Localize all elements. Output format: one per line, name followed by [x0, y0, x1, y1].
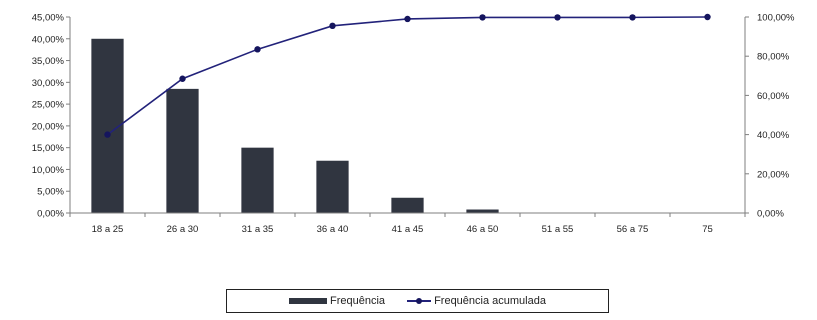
line-series [104, 13, 711, 138]
right-tick-label: 100,00% [757, 13, 795, 24]
x-axis: 18 a 25 26 a 30 31 a 35 36 a 40 41 a 45 46 a … [69, 213, 746, 235]
left-tick-label: 40,00% [32, 34, 65, 45]
legend: Frequência Frequência acumulada [226, 289, 609, 313]
left-tick-label: 10,00% [32, 165, 65, 176]
pareto-chart: 0,00% 5,00% 10,00% 15,00% 20,00% 25,00% 30,00%… [32, 13, 795, 236]
plot-frame [69, 17, 746, 214]
bar [466, 209, 499, 213]
left-tick-label: 20,00% [32, 121, 65, 132]
line-point [179, 75, 186, 82]
x-tick-label: 56 a 75 [617, 224, 649, 235]
x-tick-label: 75 [702, 224, 713, 235]
x-tick-label: 51 a 55 [542, 224, 574, 235]
right-tick-label: 40,00% [757, 130, 790, 141]
right-tick-label: 60,00% [757, 91, 790, 102]
line-point [554, 14, 561, 21]
legend-item-bar: Frequência [289, 295, 385, 307]
left-tick-label: 35,00% [32, 56, 65, 67]
left-tick-label: 45,00% [32, 13, 65, 24]
line-point [479, 14, 486, 21]
line-point [329, 22, 336, 30]
right-tick-label: 0,00% [757, 209, 784, 220]
line-point [254, 46, 261, 53]
right-tick-label: 20,00% [757, 169, 790, 180]
bar [166, 88, 199, 213]
left-axis: 0,00% 5,00% 10,00% 15,00% 20,00% 25,00% 30,00%… [32, 13, 70, 220]
legend-label-bar: Frequência [330, 295, 386, 307]
x-tick-label: 36 a 40 [317, 224, 349, 235]
legend-line-swatch [407, 297, 432, 305]
legend-label-line: Frequência acumulada [434, 295, 546, 307]
x-tick-label: 31 a 35 [242, 224, 274, 235]
bar [391, 197, 424, 213]
left-tick-label: 15,00% [32, 143, 65, 154]
right-axis: 0,00% 20,00% 40,00% 60,00% 80,00% 100,00% [745, 13, 795, 220]
legend-item-line: Frequência acumulada [407, 295, 546, 307]
line-point [704, 13, 711, 21]
line-point [629, 14, 636, 21]
line-point [104, 131, 111, 138]
bar [241, 147, 274, 213]
x-tick-label: 41 a 45 [392, 224, 424, 235]
legend-bar-swatch [289, 298, 328, 304]
left-tick-label: 25,00% [32, 100, 65, 111]
left-tick-label: 0,00% [37, 209, 64, 220]
x-tick-label: 18 a 25 [92, 224, 124, 235]
x-tick-label: 26 a 30 [167, 224, 199, 235]
left-tick-label: 5,00% [37, 187, 64, 198]
right-tick-label: 80,00% [757, 52, 790, 63]
bar-series [91, 38, 499, 214]
line-point [404, 15, 411, 23]
left-tick-label: 30,00% [32, 78, 65, 89]
bar [316, 160, 349, 213]
x-tick-label: 46 a 50 [467, 224, 499, 235]
